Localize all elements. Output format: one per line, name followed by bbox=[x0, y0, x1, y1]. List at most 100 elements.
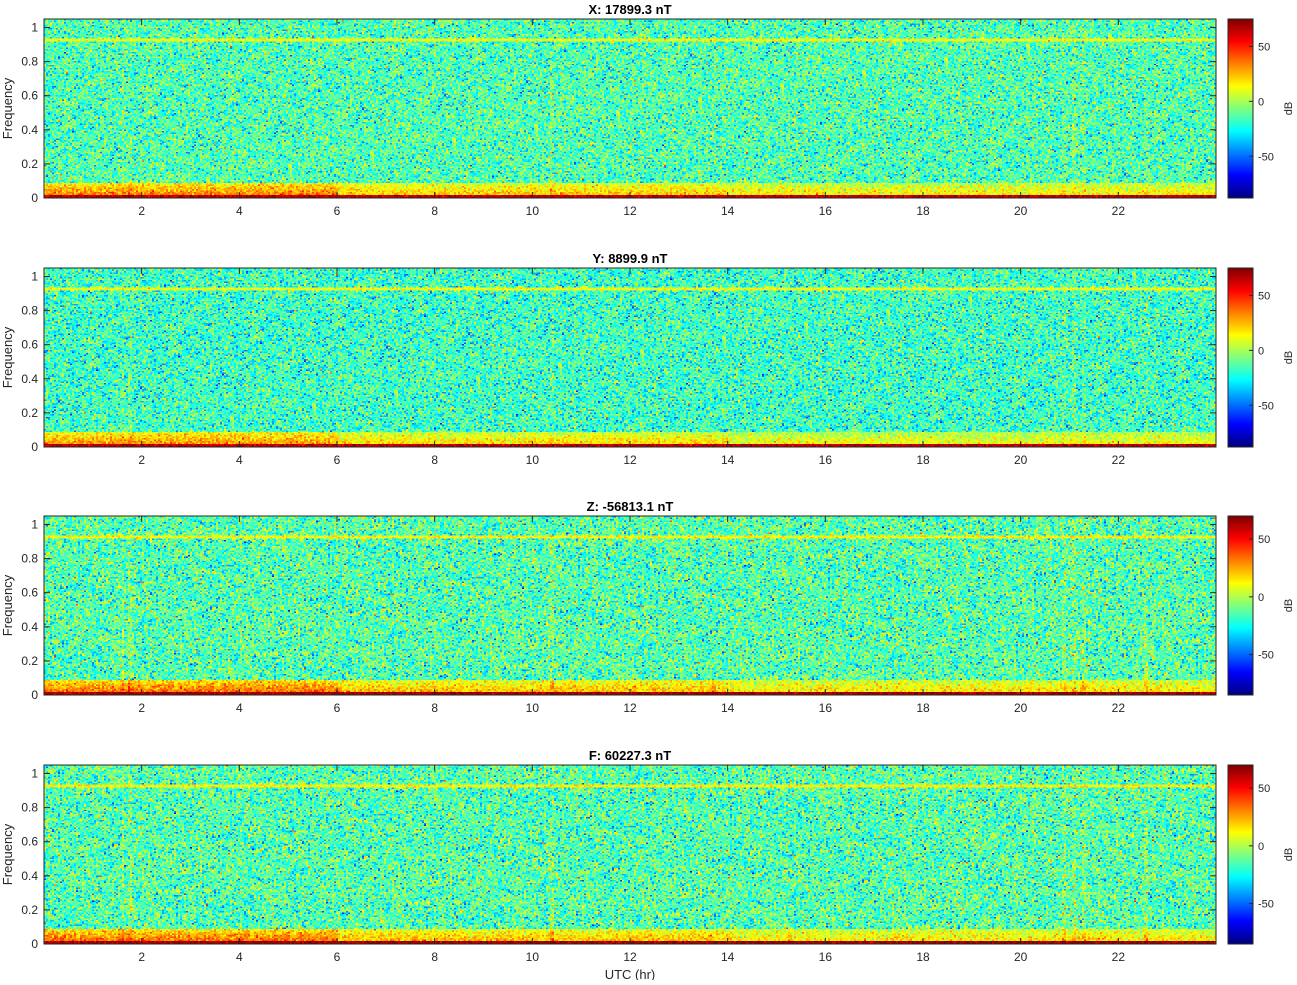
colorbar-frame bbox=[1227, 515, 1254, 696]
x-tick-label: 12 bbox=[623, 950, 637, 964]
y-tick-label: 1 bbox=[31, 518, 38, 532]
y-tick-label: 1 bbox=[31, 767, 38, 781]
colorbar-tick-label: 0 bbox=[1258, 841, 1264, 853]
x-tick-label: 4 bbox=[236, 950, 243, 964]
x-axis-label: UTC (hr) bbox=[605, 967, 656, 980]
y-tick-label: 0.2 bbox=[21, 157, 38, 171]
y-tick-label: 0 bbox=[31, 440, 38, 454]
x-tick-label: 18 bbox=[916, 701, 930, 715]
y-tick-label: 0.2 bbox=[21, 406, 38, 420]
x-tick-label: 4 bbox=[236, 204, 243, 218]
colorbar-tick-label: 50 bbox=[1258, 41, 1270, 53]
spectrogram-heatmap bbox=[44, 19, 1216, 198]
colorbar-frame bbox=[1227, 18, 1254, 199]
x-tick-label: 20 bbox=[1014, 950, 1028, 964]
y-axis-label: Frequency bbox=[0, 77, 15, 139]
y-tick-label: 1 bbox=[31, 270, 38, 284]
colorbar-tick-label: 50 bbox=[1258, 534, 1270, 546]
colorbar-label: dB bbox=[1283, 351, 1295, 364]
colorbar-label: dB bbox=[1283, 102, 1295, 115]
colorbar-frame bbox=[1227, 267, 1254, 448]
x-tick-label: 2 bbox=[138, 204, 145, 218]
panel-title: X: 17899.3 nT bbox=[588, 2, 671, 17]
colorbar-tick-label: -50 bbox=[1258, 151, 1274, 163]
x-tick-label: 14 bbox=[721, 950, 735, 964]
spectrogram-heatmap bbox=[44, 268, 1216, 447]
y-tick-label: 0.4 bbox=[21, 123, 38, 137]
x-tick-label: 8 bbox=[431, 204, 438, 218]
x-tick-label: 22 bbox=[1112, 204, 1126, 218]
colorbar bbox=[1228, 765, 1253, 944]
x-tick-label: 10 bbox=[526, 204, 540, 218]
spectrogram-panel: X: 17899.3 nT 2 4 6 8 10 12 14 16 18 20 22 0 0.2 0.4 0.… bbox=[0, 2, 1295, 218]
spectrogram-panel: F: 60227.3 nT2 4 6 8 10 12 14 16 18 20 2200.20.40.… bbox=[0, 748, 1295, 982]
x-tick-label: 16 bbox=[819, 701, 833, 715]
y-axis-label: Frequency bbox=[0, 574, 15, 636]
colorbar bbox=[1228, 19, 1253, 198]
y-tick-label: 0.8 bbox=[21, 304, 38, 318]
x-tick-label: 6 bbox=[334, 453, 341, 467]
x-tick-label: 2 bbox=[138, 701, 145, 715]
x-tick-label: 16 bbox=[819, 453, 833, 467]
x-tick-label: 4 bbox=[236, 453, 243, 467]
x-tick-label: 8 bbox=[431, 453, 438, 467]
y-tick-label: 0.8 bbox=[21, 552, 38, 566]
x-tick-label: 10 bbox=[526, 453, 540, 467]
colorbar bbox=[1228, 516, 1253, 695]
y-tick-label: 0 bbox=[31, 937, 38, 951]
x-tick-label: 22 bbox=[1112, 701, 1126, 715]
spectrogram-panel: Y: 8899.9 nT2 4 6 8 10 12 14 16 18 20 2200.20.40.6… bbox=[0, 251, 1295, 467]
y-tick-label: 0.6 bbox=[21, 586, 38, 600]
y-tick-label: 0.2 bbox=[21, 654, 38, 668]
x-tick-label: 20 bbox=[1014, 453, 1028, 467]
y-tick-label: 0.6 bbox=[21, 89, 38, 103]
x-tick-label: 6 bbox=[334, 701, 341, 715]
spectrogram-heatmap bbox=[44, 765, 1216, 944]
x-tick-label: 22 bbox=[1112, 950, 1126, 964]
x-tick-label: 6 bbox=[334, 950, 341, 964]
y-tick-label: 0.4 bbox=[21, 372, 38, 386]
panel-title: F: 60227.3 nT bbox=[589, 748, 671, 763]
colorbar-tick-label: -50 bbox=[1258, 899, 1274, 911]
x-tick-label: 10 bbox=[526, 701, 540, 715]
panel-title: Y: 8899.9 nT bbox=[593, 251, 668, 266]
x-tick-label: 4 bbox=[236, 701, 243, 715]
x-tick-label: 16 bbox=[819, 204, 833, 218]
colorbar-tick-label: 0 bbox=[1258, 345, 1264, 357]
colorbar-tick-label: 0 bbox=[1258, 96, 1264, 108]
x-tick-label: 8 bbox=[431, 701, 438, 715]
x-tick-label: 12 bbox=[623, 701, 637, 715]
x-tick-label: 14 bbox=[721, 701, 735, 715]
x-tick-label: 16 bbox=[819, 950, 833, 964]
x-tick-label: 12 bbox=[623, 453, 637, 467]
colorbar-tick-label: -50 bbox=[1258, 650, 1274, 662]
y-tick-label: 0.6 bbox=[21, 835, 38, 849]
x-tick-label: 6 bbox=[334, 204, 341, 218]
colorbar-label: dB bbox=[1283, 848, 1295, 861]
x-tick-label: 14 bbox=[721, 204, 735, 218]
colorbar-tick-label: 50 bbox=[1258, 783, 1270, 795]
colorbar-tick-label: -50 bbox=[1258, 400, 1274, 412]
y-tick-label: 0 bbox=[31, 191, 38, 205]
x-tick-label: 20 bbox=[1014, 701, 1028, 715]
y-tick-label: 0.4 bbox=[21, 869, 38, 883]
y-tick-label: 0.2 bbox=[21, 903, 38, 917]
x-tick-label: 2 bbox=[138, 453, 145, 467]
x-tick-label: 18 bbox=[916, 204, 930, 218]
y-axis-label: Frequency bbox=[0, 326, 15, 388]
y-tick-label: 0.8 bbox=[21, 55, 38, 69]
x-tick-label: 10 bbox=[526, 950, 540, 964]
y-tick-label: 0.8 bbox=[21, 801, 38, 815]
y-tick-label: 0 bbox=[31, 688, 38, 702]
colorbar-label: dB bbox=[1283, 599, 1295, 612]
x-tick-label: 2 bbox=[138, 950, 145, 964]
x-tick-label: 12 bbox=[623, 204, 637, 218]
x-tick-label: 22 bbox=[1112, 453, 1126, 467]
colorbar-frame bbox=[1227, 764, 1254, 945]
x-tick-label: 20 bbox=[1014, 204, 1028, 218]
spectrogram-panel: Z: -56813.1 nT2 4 6 8 10 12 14 16 18 20 2200.20.40… bbox=[0, 499, 1295, 715]
x-tick-label: 8 bbox=[431, 950, 438, 964]
y-tick-label: 0.6 bbox=[21, 338, 38, 352]
